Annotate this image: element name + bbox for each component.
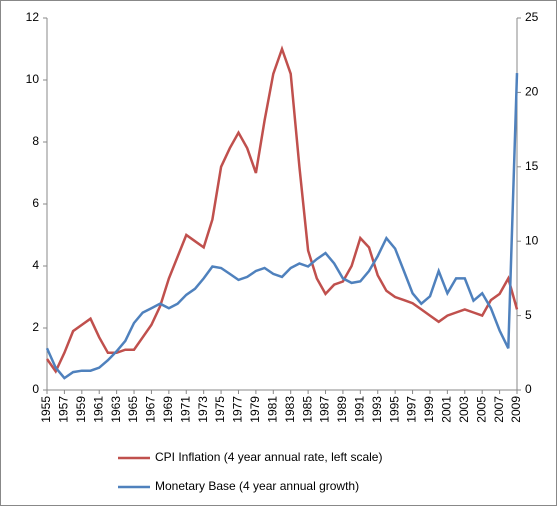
y2-tick-label: 5 xyxy=(525,308,532,322)
x-tick-label: 1995 xyxy=(387,396,401,423)
x-tick-label: 2005 xyxy=(474,396,488,423)
x-tick-label: 1967 xyxy=(144,396,158,423)
y2-tick-label: 10 xyxy=(525,233,539,247)
x-tick-label: 1973 xyxy=(196,396,210,423)
y-tick-label: 0 xyxy=(32,382,39,396)
x-tick-label: 1969 xyxy=(161,396,175,423)
x-tick-label: 1965 xyxy=(126,396,140,423)
y2-tick-label: 15 xyxy=(525,159,539,173)
y-tick-label: 12 xyxy=(26,10,40,24)
legend-label: Monetary Base (4 year annual growth) xyxy=(155,479,359,493)
y2-tick-label: 20 xyxy=(525,85,539,99)
series-line xyxy=(45,73,519,380)
x-tick-label: 1987 xyxy=(318,396,332,423)
x-tick-label: 1957 xyxy=(57,396,71,423)
x-tick-label: 1959 xyxy=(74,396,88,423)
y-tick-label: 2 xyxy=(32,320,39,334)
x-tick-label: 2009 xyxy=(509,396,523,423)
legend-label: CPI Inflation (4 year annual rate, left … xyxy=(155,450,382,464)
x-tick-label: 1981 xyxy=(265,396,279,423)
x-tick-label: 2003 xyxy=(457,396,471,423)
x-tick-label: 1975 xyxy=(213,396,227,423)
y-tick-label: 8 xyxy=(32,134,39,148)
x-tick-label: 1971 xyxy=(178,396,192,423)
x-tick-label: 1983 xyxy=(283,396,297,423)
x-tick-label: 2007 xyxy=(492,396,506,423)
y-tick-label: 4 xyxy=(32,258,39,272)
series-line xyxy=(45,45,519,374)
x-tick-label: 1991 xyxy=(353,396,367,423)
x-tick-label: 1993 xyxy=(370,396,384,423)
x-tick-label: 1985 xyxy=(300,396,314,423)
y-tick-label: 6 xyxy=(32,196,39,210)
y-tick-label: 10 xyxy=(26,72,40,86)
x-tick-label: 1997 xyxy=(405,396,419,423)
y2-tick-label: 25 xyxy=(525,10,539,24)
x-tick-label: 2001 xyxy=(440,396,454,423)
x-tick-label: 1979 xyxy=(248,396,262,423)
x-tick-label: 1963 xyxy=(109,396,123,423)
x-tick-label: 1977 xyxy=(231,396,245,423)
x-tick-label: 1989 xyxy=(335,396,349,423)
y2-tick-label: 0 xyxy=(525,382,532,396)
x-tick-label: 1961 xyxy=(91,396,105,423)
x-tick-label: 1955 xyxy=(39,396,53,423)
x-tick-label: 1999 xyxy=(422,396,436,423)
